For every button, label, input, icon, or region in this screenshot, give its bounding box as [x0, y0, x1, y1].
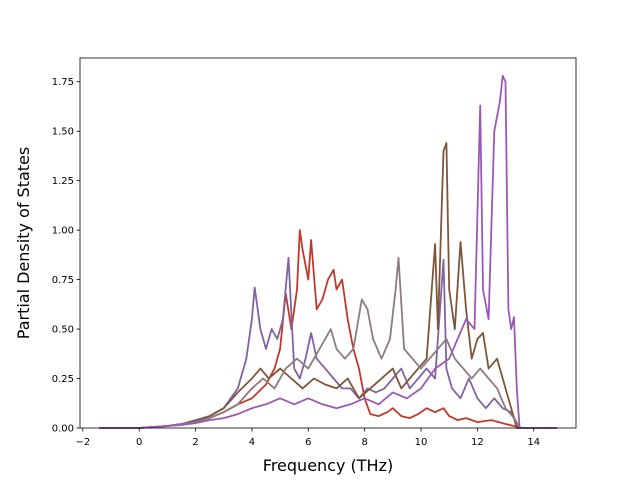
series-line-4: [98, 256, 558, 429]
series-line-1: [98, 229, 558, 429]
x-tick-label: 2: [192, 437, 198, 448]
x-tick-label: 4: [249, 437, 255, 448]
x-tick-label: 10: [415, 437, 428, 448]
x-tick-label: 14: [527, 437, 540, 448]
y-axis-ticks: 0.00 0.25 0.50 0.75 1.00 1.25 1.50 1.75: [52, 77, 80, 435]
series-line-2: [98, 256, 558, 429]
y-tick-label: 1.00: [52, 226, 74, 237]
x-tick-label: 8: [361, 437, 367, 448]
x-axis-ticks: −2 0 2 4 6 8 10 12 14: [75, 428, 540, 448]
x-tick-label: −2: [75, 437, 90, 448]
x-tick-label: 0: [136, 437, 142, 448]
y-tick-label: 1.50: [52, 127, 74, 138]
y-axis-label: Partial Density of States: [14, 147, 33, 339]
x-tick-label: 6: [305, 437, 311, 448]
series-line-5: [98, 74, 558, 429]
plot-area: [98, 74, 558, 429]
y-tick-label: 1.25: [52, 176, 74, 187]
y-tick-label: 0.00: [52, 424, 74, 435]
y-tick-label: 0.50: [52, 325, 74, 336]
y-tick-label: 1.75: [52, 77, 74, 88]
axes-frame: [79, 57, 577, 429]
x-tick-label: 12: [471, 437, 484, 448]
y-tick-label: 0.75: [52, 275, 74, 286]
series-line-3: [98, 142, 558, 429]
y-tick-label: 0.25: [52, 374, 74, 385]
x-axis-label: Frequency (THz): [263, 456, 393, 475]
